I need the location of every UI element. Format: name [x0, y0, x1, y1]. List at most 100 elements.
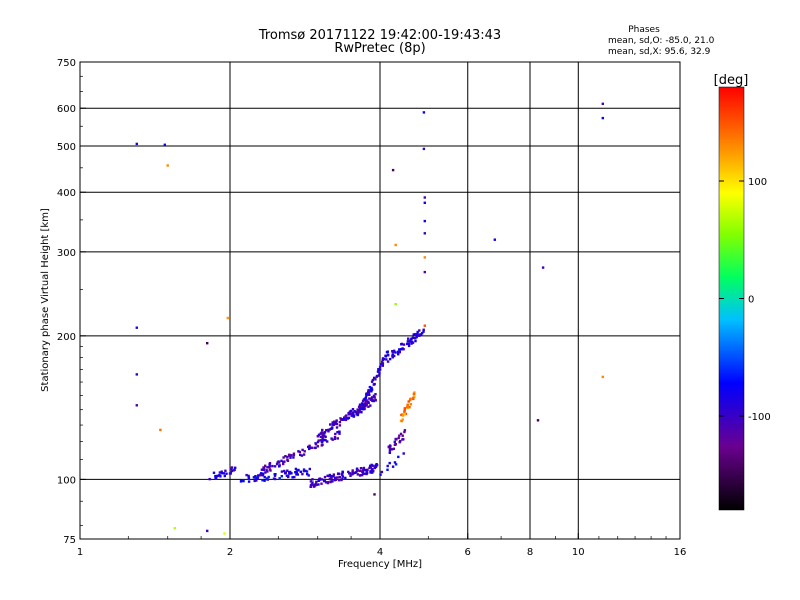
- echo-point: [361, 406, 365, 410]
- echo-point: [266, 466, 269, 469]
- echo-point: [360, 411, 363, 414]
- echo-point: [388, 451, 391, 454]
- echo-point: [247, 474, 250, 478]
- echo-point: [536, 419, 540, 422]
- echo-point: [397, 455, 400, 459]
- echo-point: [326, 481, 330, 484]
- echo-point: [387, 354, 390, 357]
- echo-point: [285, 474, 289, 477]
- y-tick-label: 100: [57, 475, 76, 486]
- echo-point: [280, 459, 283, 462]
- echo-point: [304, 469, 307, 473]
- echo-point: [381, 358, 384, 361]
- echo-point: [393, 354, 396, 358]
- echo-point: [391, 168, 395, 172]
- echo-point: [333, 478, 336, 482]
- echo-point: [399, 432, 403, 436]
- echo-point: [423, 201, 426, 204]
- echo-point: [320, 478, 324, 481]
- echo-point: [344, 418, 348, 422]
- echo-point: [411, 336, 415, 339]
- echo-point: [265, 477, 269, 481]
- colorbar-tick-label: 100: [748, 177, 767, 188]
- echo-point: [403, 413, 407, 416]
- echo-point: [359, 407, 362, 411]
- echo-point: [280, 475, 283, 478]
- echo-point: [268, 465, 272, 468]
- echo-point: [278, 464, 281, 467]
- echo-point: [400, 342, 404, 346]
- echo-point: [338, 476, 341, 479]
- echo-point: [373, 493, 376, 496]
- echo-point: [400, 413, 403, 417]
- echo-point: [308, 444, 311, 447]
- x-axis-label: Frequency [MHz]: [338, 559, 422, 570]
- echo-point: [247, 476, 250, 479]
- echo-point: [386, 468, 389, 471]
- echo-point: [386, 350, 389, 353]
- x-tick-label: 2: [227, 547, 233, 558]
- y-tick-label: 600: [57, 104, 76, 115]
- echo-point: [357, 405, 361, 408]
- echo-point: [300, 454, 304, 457]
- echo-point: [335, 426, 339, 429]
- echo-point: [135, 404, 138, 407]
- echo-point: [363, 397, 367, 400]
- echo-point: [319, 432, 322, 435]
- echo-point: [375, 375, 378, 378]
- echo-point: [356, 408, 359, 411]
- echo-point: [409, 398, 412, 401]
- echo-point: [266, 470, 269, 473]
- echo-point: [286, 459, 290, 462]
- echo-point: [356, 473, 359, 476]
- echo-point: [329, 475, 333, 478]
- echo-point: [422, 147, 426, 151]
- echo-point: [220, 470, 223, 473]
- echo-point: [329, 480, 332, 484]
- echo-point: [358, 410, 362, 413]
- echo-point: [343, 416, 346, 419]
- echo-point: [412, 333, 415, 336]
- echo-point: [292, 452, 296, 455]
- echo-point: [308, 447, 311, 451]
- echo-point: [206, 529, 209, 533]
- echo-point: [370, 463, 373, 467]
- echo-point: [331, 426, 334, 429]
- echo-point: [208, 477, 211, 481]
- echo-point: [367, 390, 370, 393]
- echo-point: [358, 403, 362, 406]
- axis-ticks: 1 2 4 6 8 10 16 75 100 200 300 400 500 600 750: [57, 58, 686, 558]
- echo-point: [135, 326, 138, 329]
- echo-point: [361, 473, 364, 477]
- echo-point: [256, 477, 259, 480]
- echo-point: [341, 470, 344, 473]
- echo-point: [286, 455, 289, 459]
- chart-title: Tromsø 20171122 19:42:00-19:43:43: [258, 28, 501, 43]
- echo-point: [541, 266, 545, 269]
- echo-point: [315, 483, 318, 486]
- echo-point: [331, 421, 334, 424]
- echo-point: [298, 450, 301, 454]
- echo-point: [337, 472, 340, 475]
- echo-point: [381, 360, 384, 364]
- echo-point: [365, 399, 368, 402]
- echo-point: [336, 431, 339, 434]
- echo-point: [601, 375, 604, 379]
- echo-point: [378, 365, 382, 369]
- echo-point: [423, 196, 426, 199]
- echo-point: [369, 404, 372, 407]
- echo-point: [348, 472, 351, 475]
- echo-point: [273, 465, 277, 468]
- echo-point: [381, 357, 385, 360]
- echo-point: [323, 479, 326, 483]
- echo-point: [370, 396, 374, 399]
- echo-point: [306, 472, 309, 476]
- echo-point: [353, 471, 357, 474]
- echo-point: [407, 400, 410, 403]
- echo-point: [403, 409, 406, 412]
- echo-point: [292, 456, 295, 459]
- echo-point: [423, 219, 426, 223]
- echo-point: [135, 142, 138, 146]
- echo-point: [280, 470, 284, 473]
